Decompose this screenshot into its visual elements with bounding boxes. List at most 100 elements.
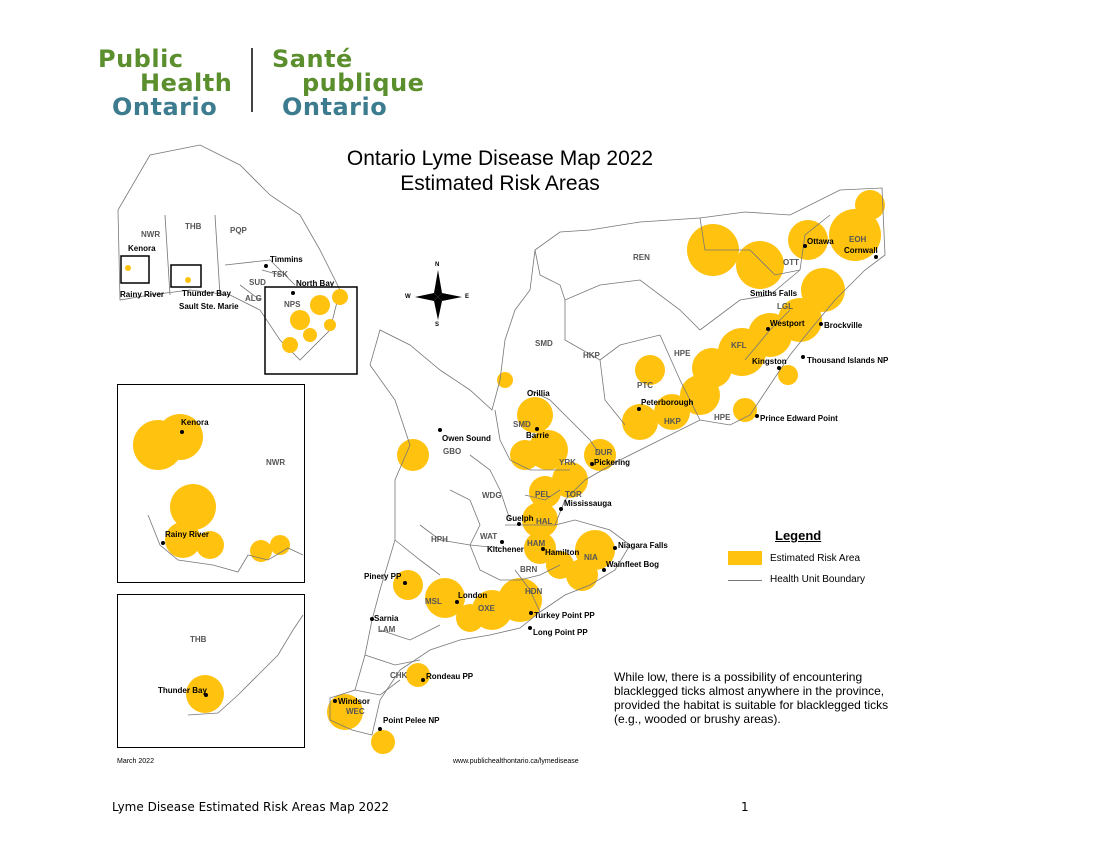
risk-area <box>654 394 690 430</box>
overview-risk-areas <box>125 265 348 353</box>
place-label: Peterborough <box>641 398 694 407</box>
logo-health: Health <box>140 69 233 97</box>
risk-area <box>510 440 540 470</box>
hu-label: PQP <box>230 226 247 235</box>
place-label: Hamilton <box>545 548 580 557</box>
hu-label: KFL <box>731 341 747 350</box>
place-dot <box>517 522 521 526</box>
place-label: Timmins <box>270 255 303 264</box>
place-label: Rainy River <box>165 530 210 539</box>
hu-label: WAT <box>480 532 498 541</box>
hu-label: HAM <box>527 539 546 548</box>
place-dot <box>559 507 563 511</box>
place-label: Guelph <box>506 514 534 523</box>
place-label: Pickering <box>594 458 631 467</box>
compass-w: W <box>405 294 411 300</box>
hu-label: CHK <box>390 671 408 680</box>
risk-area <box>778 365 798 385</box>
hu-label: HDN <box>525 587 543 596</box>
risk-area <box>552 462 588 498</box>
place-dot <box>535 427 539 431</box>
inset-thunder-bay: THB Thunder Bay <box>117 594 305 748</box>
hu-label: SMD <box>513 420 531 429</box>
place-dot <box>333 699 337 703</box>
risk-area <box>736 241 784 289</box>
hu-label: YRK <box>559 458 576 467</box>
risk-area <box>497 372 513 388</box>
place-label: Barrie <box>526 431 550 440</box>
hu-label: NWR <box>141 230 161 239</box>
place-dot <box>613 546 617 550</box>
map-title-line2: Estimated Risk Areas <box>400 172 600 195</box>
place-label: Prince Edward Point <box>760 414 838 423</box>
place-label: Ottawa <box>807 237 834 246</box>
place-label: Brockville <box>824 321 863 330</box>
place-dot <box>180 430 184 434</box>
place-label: North Bay <box>296 279 335 288</box>
compass-n: N <box>435 262 440 268</box>
place-label: Westport <box>770 319 805 328</box>
hu-label: LGL <box>777 302 793 311</box>
hu-label: ALG <box>245 294 262 303</box>
hu-label: GBO <box>443 447 462 456</box>
hu-label: REN <box>633 253 650 262</box>
place-dot <box>370 617 374 621</box>
place-dot <box>421 678 425 682</box>
place-label: Rainy River <box>120 290 165 299</box>
overview-box-south <box>264 286 358 375</box>
place-label: Thunder Bay <box>158 686 207 695</box>
place-dot <box>803 244 807 248</box>
hu-label: BRN <box>520 565 538 574</box>
overview-box-thunder-bay <box>170 264 202 288</box>
hu-label: THB <box>190 635 207 644</box>
compass-rose <box>415 270 462 320</box>
place-label: Turkey Point PP <box>534 611 595 620</box>
place-label: Smiths Falls <box>750 289 798 298</box>
hu-label: TOR <box>565 490 582 499</box>
place-label: Kingston <box>752 357 787 366</box>
logo-sante: Santé <box>272 45 353 73</box>
hu-label: SMD <box>535 339 553 348</box>
risk-area <box>425 578 465 618</box>
logo-ontario-fr: Ontario <box>282 93 388 121</box>
hu-label: PEL <box>535 490 551 499</box>
logo-ontario: Ontario <box>112 93 218 121</box>
place-label: Kitchener <box>487 545 524 554</box>
place-label: London <box>458 591 488 600</box>
place-dot <box>291 291 295 295</box>
compass-e: E <box>465 294 470 300</box>
inset-thunder-bay-map <box>186 614 304 716</box>
place-dot <box>637 407 641 411</box>
hu-label: HKP <box>664 417 681 426</box>
map-title-line1: Ontario Lyme Disease Map 2022 <box>346 147 654 170</box>
risk-area <box>529 476 561 508</box>
place-label: Niagara Falls <box>618 541 668 550</box>
risk-area <box>829 209 881 261</box>
hu-label: PTC <box>637 381 653 390</box>
hu-label: THB <box>185 222 202 231</box>
hu-label: LAM <box>378 625 396 634</box>
page-number: 1 <box>741 800 749 814</box>
place-label: Kenora <box>128 244 156 253</box>
map-date: March 2022 <box>117 758 154 765</box>
hu-label: HPE <box>674 349 691 358</box>
place-dot <box>528 626 532 630</box>
place-label: Owen Sound <box>442 434 491 443</box>
map-title: Ontario Lyme Disease Map 2022 Estimated … <box>300 146 700 196</box>
place-label: Wainfleet Bog <box>606 560 660 569</box>
place-dot <box>500 540 504 544</box>
risk-area <box>566 559 598 591</box>
hu-label: NIA <box>584 553 598 562</box>
legend-risk-label: Estimated Risk Area <box>770 553 861 564</box>
place-dot <box>161 541 165 545</box>
logo-public: Public <box>98 45 184 73</box>
hu-label: HPE <box>714 413 731 422</box>
place-label: Rondeau PP <box>426 672 474 681</box>
risk-area <box>456 604 484 632</box>
map-url[interactable]: www.publichealthontario.ca/lymedisease <box>453 758 579 765</box>
hu-label: HAL <box>536 517 553 526</box>
place-label: Point Pelee NP <box>383 716 440 725</box>
place-label: Cornwall <box>844 246 878 255</box>
place-dot <box>378 727 382 731</box>
